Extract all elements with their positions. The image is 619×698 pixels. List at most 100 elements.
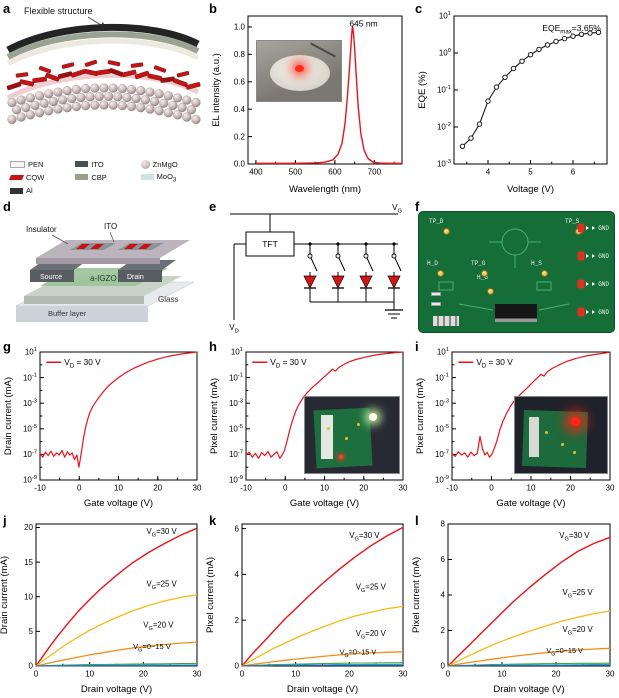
panel-letter: g [3,339,11,354]
emission-arrow-icon [592,282,596,286]
panel-d-tft-schematic: d Insulator ITO Source Drain a-I [0,198,206,338]
znmgo-swatch [140,159,150,169]
chart-annotation: VG=25 V [563,588,594,599]
led-component [578,224,585,232]
legend-label: Al [26,186,33,195]
white-panel [321,415,333,459]
chart-series [459,29,602,150]
svg-text:8: 8 [441,520,446,529]
legend-label: ITO [91,159,104,169]
al-layer [6,23,200,54]
led-output-row: GND [578,224,609,232]
x-axis-title: Voltage (V) [507,184,554,195]
pixel-transfer-chart-2: -10 0 10 20 30 10-9 10-7 10-5 10-3 10-1 101 Gate vo… [415,347,615,509]
legend-label: CBP [91,172,107,182]
svg-text:10-7: 10-7 [435,450,449,460]
svg-text:101: 101 [439,11,451,21]
chart-annotation: VG=30 V [147,527,178,538]
insulator-label: Insulator [26,225,57,234]
cqw-stripe [90,244,104,249]
svg-text:10-9: 10-9 [229,475,243,485]
panel-letter: k [209,513,217,528]
chart-annotation: VG=0~15 V [546,646,583,657]
legend-item: ITO [75,160,138,169]
chart-annotation: VG=30 V [559,531,590,542]
series-marker [553,38,559,45]
chart-axes [241,523,404,667]
svg-text:5: 5 [29,627,34,636]
legend-label: CQW [26,172,45,182]
resistor [431,292,441,296]
emission-arrow-icon [586,282,590,286]
svg-text:10-3: 10-3 [229,398,243,408]
pcb-label: TP_G [471,260,486,267]
emission-arrow-icon [586,226,590,230]
structure-schematic: Flexible structure [6,6,201,125]
legend-label: ZnMgO [152,159,178,169]
chart-tick-labels: -10 0 10 20 30 10-9 10-7 10-5 10-3 10-1 101 [229,347,408,492]
svg-text:10-7: 10-7 [23,450,37,460]
svg-text:20: 20 [153,484,162,493]
panel-j-output: j 0 10 20 30 0 5 10 15 20 Drain voltage (V) Drain … [0,512,206,698]
svg-text:4: 4 [235,570,240,579]
chart-annotation: EQEmax=3.65% [542,23,601,36]
test-pad [541,270,548,277]
svg-text:0: 0 [34,670,39,679]
svg-text:10-3: 10-3 [23,398,37,408]
series-line [35,641,198,667]
svg-text:5: 5 [528,168,533,177]
y-axis-title: Pixel current (mA) [209,378,220,454]
x-axis-title: Gate voltage (V) [290,498,359,509]
svg-text:10: 10 [320,484,329,493]
buffer-front [24,296,144,304]
series-marker [527,52,534,58]
svg-text:20: 20 [359,484,368,493]
panel-e-circuit: e [206,198,412,338]
svg-text:10-1: 10-1 [229,373,243,383]
insulator-front [36,258,160,264]
panel-letter: b [209,1,217,16]
led-device-photo-inset [256,40,342,102]
pixel-output-chart-2: 0 10 20 30 0 2 4 6 8 Drain voltage (V) Pixel curre… [411,520,615,695]
svg-text:0.4: 0.4 [234,105,246,114]
glass-front [16,306,148,322]
svg-text:10: 10 [114,484,123,493]
x-axis-title: Gate voltage (V) [84,498,153,509]
source-front [30,270,74,282]
pcb-board: TP_D TP_S H_D TP_G H_G H_S GND GND GND G… [418,211,615,333]
series-line [241,605,404,667]
chart-axes [245,351,404,481]
panel-g-transfer: g -10 0 10 20 30 10-9 10-7 10-5 10-3 10-1 101 Gate … [0,338,206,512]
svg-text:0: 0 [283,484,288,493]
series-marker [519,58,525,64]
svg-text:10: 10 [291,670,300,679]
pcb-photo-inset [304,396,400,474]
test-pad [437,270,444,277]
ic-chip [495,304,537,322]
cqw-stripe [138,244,152,249]
emission-arrow-icon [592,254,596,258]
pixel-transfer-chart-1: -10 0 10 20 30 10-9 10-7 10-5 10-3 10-1 101 Gate vo… [209,347,408,509]
svg-text:400: 400 [249,168,263,177]
legend-item: PEN [10,160,73,169]
svg-text:1.0: 1.0 [234,23,246,32]
series-line [35,594,198,667]
svg-text:500: 500 [289,168,303,177]
test-pad [443,228,450,235]
series-marker [536,46,542,53]
test-pad [487,288,494,295]
panel-letter: l [415,513,419,528]
svg-text:0: 0 [441,662,446,671]
svg-text:30: 30 [193,670,202,679]
svg-text:10-5: 10-5 [23,424,37,434]
structure-title: Flexible structure [24,6,93,16]
chart-series [241,526,404,667]
ito-leader-line [109,231,115,243]
led-component [578,308,585,316]
chart-axes [39,351,198,481]
series-marker [468,135,474,141]
panel-letter: c [415,1,423,16]
test-pad [327,427,330,430]
circuit-nodes [308,242,396,246]
vd-label: VD [229,323,239,335]
